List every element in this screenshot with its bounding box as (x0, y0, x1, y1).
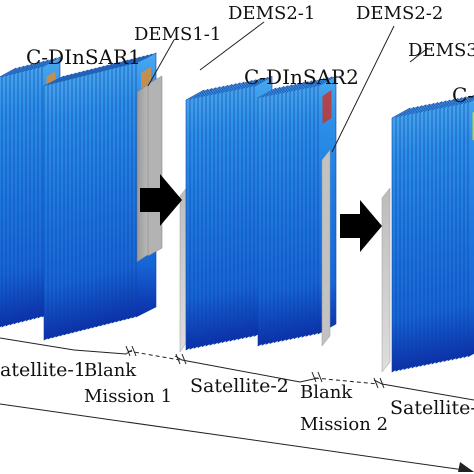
dems2-2-label: DEMS2-2 (356, 3, 443, 24)
cdinsar2-slice-stack-left (185, 75, 273, 351)
cdinsar1-slice-stack-left (0, 56, 61, 328)
satellite1-label: atellite-1 (0, 359, 86, 381)
deformation-hotspot (322, 90, 332, 124)
dems1-1-leader-line (147, 39, 175, 87)
dems3-leader-line (409, 47, 429, 63)
satellite2-label: Satellite-2 (190, 375, 289, 397)
satellite3-label: Satellite-3 (390, 397, 474, 419)
blank1-dashed-bracket (127, 350, 181, 361)
dems2-1-label: DEMS2-1 (228, 3, 315, 24)
dems2-2-panel-edge (321, 149, 331, 347)
blank-mission-1-label-line2: Mission 1 (84, 386, 172, 407)
blank-mission-2-label-line2: Mission 2 (300, 414, 388, 435)
cdinsar1-label: C-DInSAR1 (26, 45, 141, 69)
dems1-1-panel-face (147, 75, 163, 257)
satellite2-bracket (174, 355, 319, 383)
blank-mission-2-label-line1: Blank (300, 382, 353, 403)
blank2-dashed-bracket (314, 377, 379, 385)
interferogram-slice (467, 99, 474, 358)
dems2-1-leader-line (199, 21, 265, 71)
satellite1-bracket (0, 337, 133, 355)
cdinsar2-label: C-DInSAR2 (244, 65, 359, 89)
long-arrow-icon (0, 403, 465, 471)
right-arrow-icon (140, 174, 182, 226)
dems1-1-label: DEMS1-1 (134, 24, 221, 45)
long-arrow-head (458, 462, 474, 472)
bracket-tick-marks (125, 345, 385, 389)
dems3-panel-edge (381, 187, 391, 373)
blank-mission-1-label-line1: Blank (84, 360, 137, 381)
cdinsar3-label: C- (452, 83, 474, 107)
right-arrow-icon (340, 200, 382, 252)
dems2-2-leader-line (331, 25, 395, 153)
cdinsar3-slice-stack (391, 94, 474, 373)
dems3-label: DEMS3 (408, 40, 474, 61)
